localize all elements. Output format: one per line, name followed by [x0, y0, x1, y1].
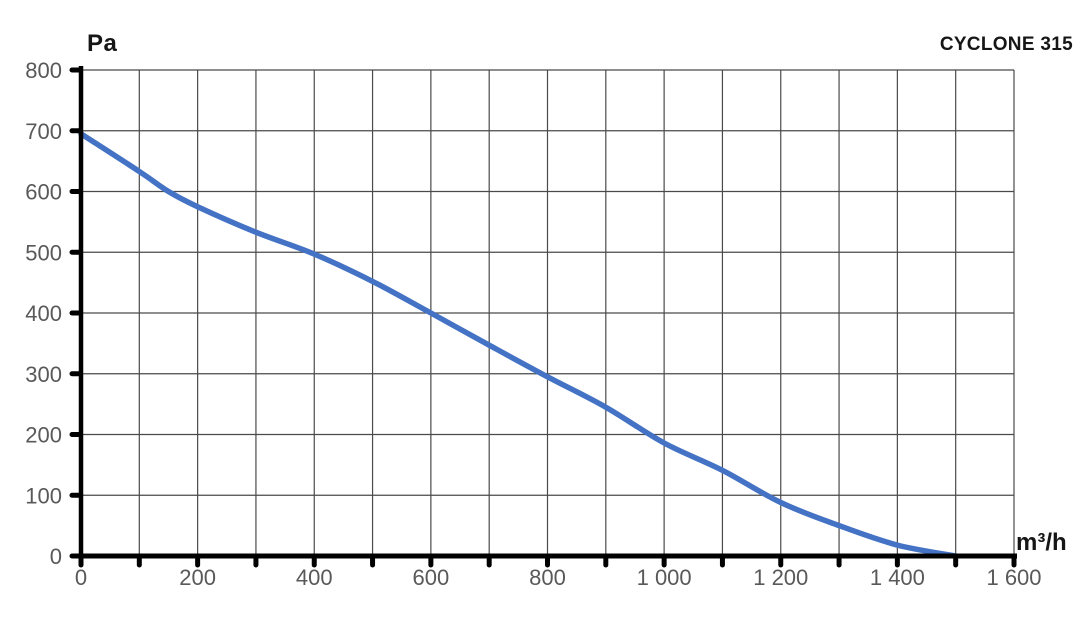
y-tick-label: 700	[25, 119, 62, 144]
tick-labels: 0 100 200 300 400 500 600 700 800 0 200 400 600 800 1 …	[25, 58, 1041, 590]
x-tick-label: 200	[179, 565, 216, 590]
y-axis-title: Pa	[87, 30, 118, 57]
y-tick-label: 0	[50, 544, 62, 569]
fan-curve	[78, 131, 959, 559]
x-tick-label: 600	[413, 565, 450, 590]
x-tick-label: 1 200	[753, 565, 808, 590]
x-tick-label: 800	[529, 565, 566, 590]
grid-lines	[81, 69, 1015, 556]
y-tick-label: 600	[25, 180, 62, 205]
x-tick-label: 1 000	[637, 565, 692, 590]
x-tick-label: 1 400	[870, 565, 925, 590]
y-tick-label: 800	[25, 58, 62, 83]
x-tick-label: 1 600	[986, 565, 1041, 590]
x-tick-label: 0	[75, 565, 87, 590]
y-tick-label: 400	[25, 301, 62, 326]
chart-title: CYCLONE 315	[939, 34, 1073, 55]
x-axis-title: m³/h	[1016, 529, 1067, 556]
y-tick-label: 300	[25, 362, 62, 387]
y-tick-label: 100	[25, 483, 62, 508]
y-tick-label: 500	[25, 240, 62, 265]
x-tick-label: 400	[296, 565, 333, 590]
tick-marks	[69, 67, 1017, 568]
y-tick-label: 200	[25, 423, 62, 448]
